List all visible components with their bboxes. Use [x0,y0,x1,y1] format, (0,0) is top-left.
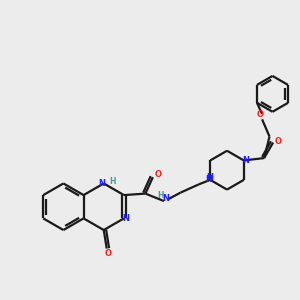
Text: N: N [98,179,105,188]
Text: H: H [109,178,116,187]
Text: N: N [207,173,214,182]
Text: N: N [205,176,212,184]
Text: N: N [122,214,129,223]
Text: N: N [242,156,249,165]
Text: O: O [257,110,264,119]
Text: O: O [155,170,162,179]
Text: O: O [105,249,112,258]
Text: N: N [163,194,170,203]
Text: O: O [275,136,282,146]
Text: H: H [157,190,164,200]
